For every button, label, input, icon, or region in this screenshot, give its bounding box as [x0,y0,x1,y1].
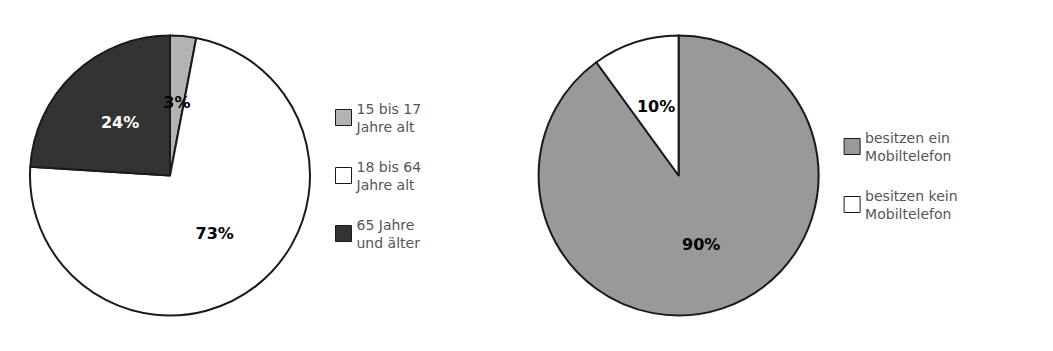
svg-text:besitzen kein: besitzen kein [865,188,957,204]
svg-text:24%: 24% [101,113,139,132]
svg-text:und älter: und älter [357,235,421,251]
svg-text:73%: 73% [196,224,234,243]
svg-text:Jahre alt: Jahre alt [356,177,416,193]
svg-text:65 Jahre: 65 Jahre [357,217,415,233]
svg-text:90%: 90% [682,235,720,254]
svg-text:15 bis 17: 15 bis 17 [357,101,422,117]
svg-text:10%: 10% [637,97,675,116]
svg-text:18 bis 64: 18 bis 64 [357,159,422,175]
svg-text:Jahre alt: Jahre alt [356,119,416,135]
svg-text:besitzen ein: besitzen ein [865,130,950,146]
svg-text:Mobiltelefon: Mobiltelefon [865,206,951,222]
svg-text:Mobiltelefon: Mobiltelefon [865,148,951,164]
svg-text:3%: 3% [163,93,190,112]
